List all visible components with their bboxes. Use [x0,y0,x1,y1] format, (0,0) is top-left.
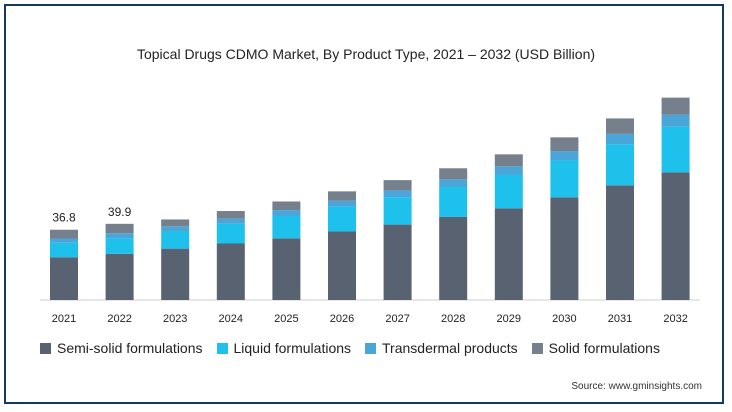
bar-segment-2032-s1 [661,126,690,173]
bar-segment-2022-s2 [105,233,134,239]
legend-label: Transdermal products [382,340,518,356]
legend-swatch [40,342,51,354]
bar-segment-2029-s3 [494,154,523,167]
legend-item-liquid: Liquid formulations [216,340,352,356]
x-tick-label-2023: 2023 [163,313,187,325]
bar-segment-2032-s3 [661,97,690,115]
bar-segment-2024-s1 [216,223,245,244]
bar-segment-2031-s3 [606,118,634,134]
bar-segment-2023-s0 [161,248,190,300]
bar-segment-2027-s3 [383,180,412,191]
x-tick-label-2022: 2022 [107,313,131,325]
bar-segment-2024-s0 [216,243,245,300]
x-tick-label-2026: 2026 [330,313,354,325]
bar-segment-2032-s0 [661,172,690,300]
bar-segment-2024-s2 [216,218,245,224]
x-tick-label-2027: 2027 [385,313,409,325]
bar-segment-2026-s0 [328,231,356,300]
chart-title: Topical Drugs CDMO Market, By Product Ty… [136,46,596,62]
bar-segment-2029-s1 [494,174,523,209]
legend-swatch [531,342,543,354]
legend-label: Solid formulations [548,340,660,356]
bar-segment-2025-s2 [272,210,301,216]
bar-segment-2032-s2 [661,114,690,127]
bar-segment-2031-s1 [606,144,634,186]
bar-segment-2024-s3 [216,211,245,219]
bar-segment-2030-s3 [550,137,579,152]
bar-segment-2029-s2 [494,166,523,175]
bar-segment-2029-s0 [494,208,523,300]
source-note: Source: www.gminsights.com [571,381,702,392]
bar-segment-2025-s3 [272,201,301,211]
legend-label: Semi-solid formulations [57,340,203,356]
bar-segment-2027-s0 [383,224,412,300]
bar-segment-2025-s1 [272,216,301,239]
bar-segment-2025-s0 [272,238,301,300]
bar-segment-2027-s2 [383,190,412,198]
bar-segment-2026-s2 [328,200,356,207]
x-tick-label-2029: 2029 [497,313,521,325]
legend-swatch [365,342,377,354]
bar-segment-2022-s1 [105,238,134,254]
bar-segment-2021-s1 [50,242,78,258]
bar-segment-2028-s3 [439,168,468,180]
bar-segment-2030-s1 [550,160,579,198]
x-tick-label-2025: 2025 [274,313,298,325]
legend-item-solid: Solid formulations [531,340,660,356]
data-label-2022: 39.9 [108,205,132,219]
legend-item-semi-solid: Semi-solid formulations [40,340,203,356]
x-tick-label-2028: 2028 [441,313,465,325]
bar-segment-2030-s2 [550,151,579,161]
data-label-2021: 36.8 [52,211,76,225]
bar-segment-2023-s3 [161,219,190,227]
x-tick-label-2024: 2024 [219,313,243,325]
bar-segment-2021-s0 [50,257,78,300]
bar-segment-2021-s2 [50,238,78,243]
x-tick-label-2031: 2031 [608,313,632,325]
chart-frame [4,4,724,404]
bar-segment-2023-s2 [161,226,190,232]
bar-segment-2023-s1 [161,231,190,249]
bar-segment-2022-s0 [105,253,134,300]
x-tick-label-2021: 2021 [52,313,76,325]
bar-segment-2026-s3 [328,191,356,201]
bar-segment-2028-s0 [439,216,468,300]
legend-item-transdermal: Transdermal products [365,340,518,356]
x-tick-label-2030: 2030 [552,313,576,325]
bar-segment-2028-s2 [439,179,468,187]
bar-segment-2028-s1 [439,186,468,217]
bar-segment-2026-s1 [328,206,356,232]
chart-legend: Semi-solid formulations Liquid formulati… [40,340,720,356]
bar-segment-2027-s1 [383,197,412,225]
bar-segment-2021-s3 [50,229,78,239]
bar-segment-2030-s0 [550,197,579,300]
legend-swatch [216,342,228,354]
legend-label: Liquid formulations [233,340,352,356]
bar-segment-2031-s2 [606,133,634,145]
bar-segment-2022-s3 [105,223,134,234]
bar-segment-2031-s0 [606,185,634,300]
x-tick-label-2032: 2032 [663,313,687,325]
